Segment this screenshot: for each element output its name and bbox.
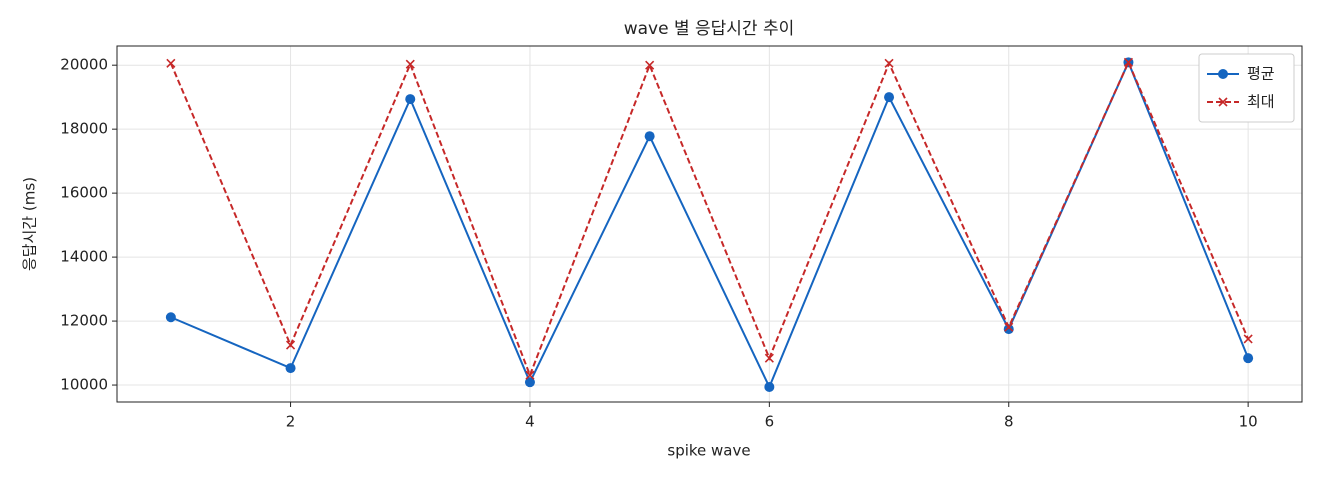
series-line: [170, 59, 1250, 390]
marker: [884, 92, 895, 103]
marker: [166, 58, 176, 68]
y-tick-label: 20000: [60, 56, 108, 74]
x-tick-label: 2: [286, 413, 296, 431]
x-axis-label: spike wave: [667, 442, 750, 460]
y-tick-label: 16000: [60, 184, 108, 202]
legend-label: 최대: [1247, 93, 1275, 111]
marker: [1004, 322, 1014, 332]
marker: [1123, 57, 1134, 67]
legend-marker: [1218, 69, 1228, 79]
y-tick-label: 10000: [60, 376, 108, 394]
x-tick-label: 6: [765, 413, 775, 431]
marker: [165, 312, 176, 323]
chart-title: wave 별 응답시간 추이: [624, 19, 795, 39]
marker: [645, 60, 655, 70]
legend-label: 평균: [1247, 65, 1275, 83]
marker: [285, 363, 296, 374]
plot-frame: [116, 45, 1303, 403]
x-tick-label: 10: [1239, 413, 1258, 431]
marker: [1243, 334, 1253, 344]
legend-marker: [1218, 97, 1228, 107]
y-tick-label: 14000: [60, 248, 108, 266]
y-axis-label: 응답시간 (ms): [21, 177, 39, 271]
marker: [405, 94, 416, 105]
marker: [764, 381, 775, 392]
y-tick-label: 18000: [60, 120, 108, 138]
marker: [764, 353, 774, 363]
marker: [285, 340, 296, 350]
marker: [524, 377, 535, 388]
marker: [644, 131, 655, 142]
marker: [525, 370, 535, 380]
marker: [884, 58, 894, 68]
series-line: [169, 59, 1250, 378]
marker: [405, 59, 415, 69]
marker: [1243, 353, 1254, 364]
x-tick-label: 4: [525, 413, 535, 431]
y-tick-label: 12000: [60, 312, 108, 330]
x-tick-label: 8: [1004, 413, 1014, 431]
